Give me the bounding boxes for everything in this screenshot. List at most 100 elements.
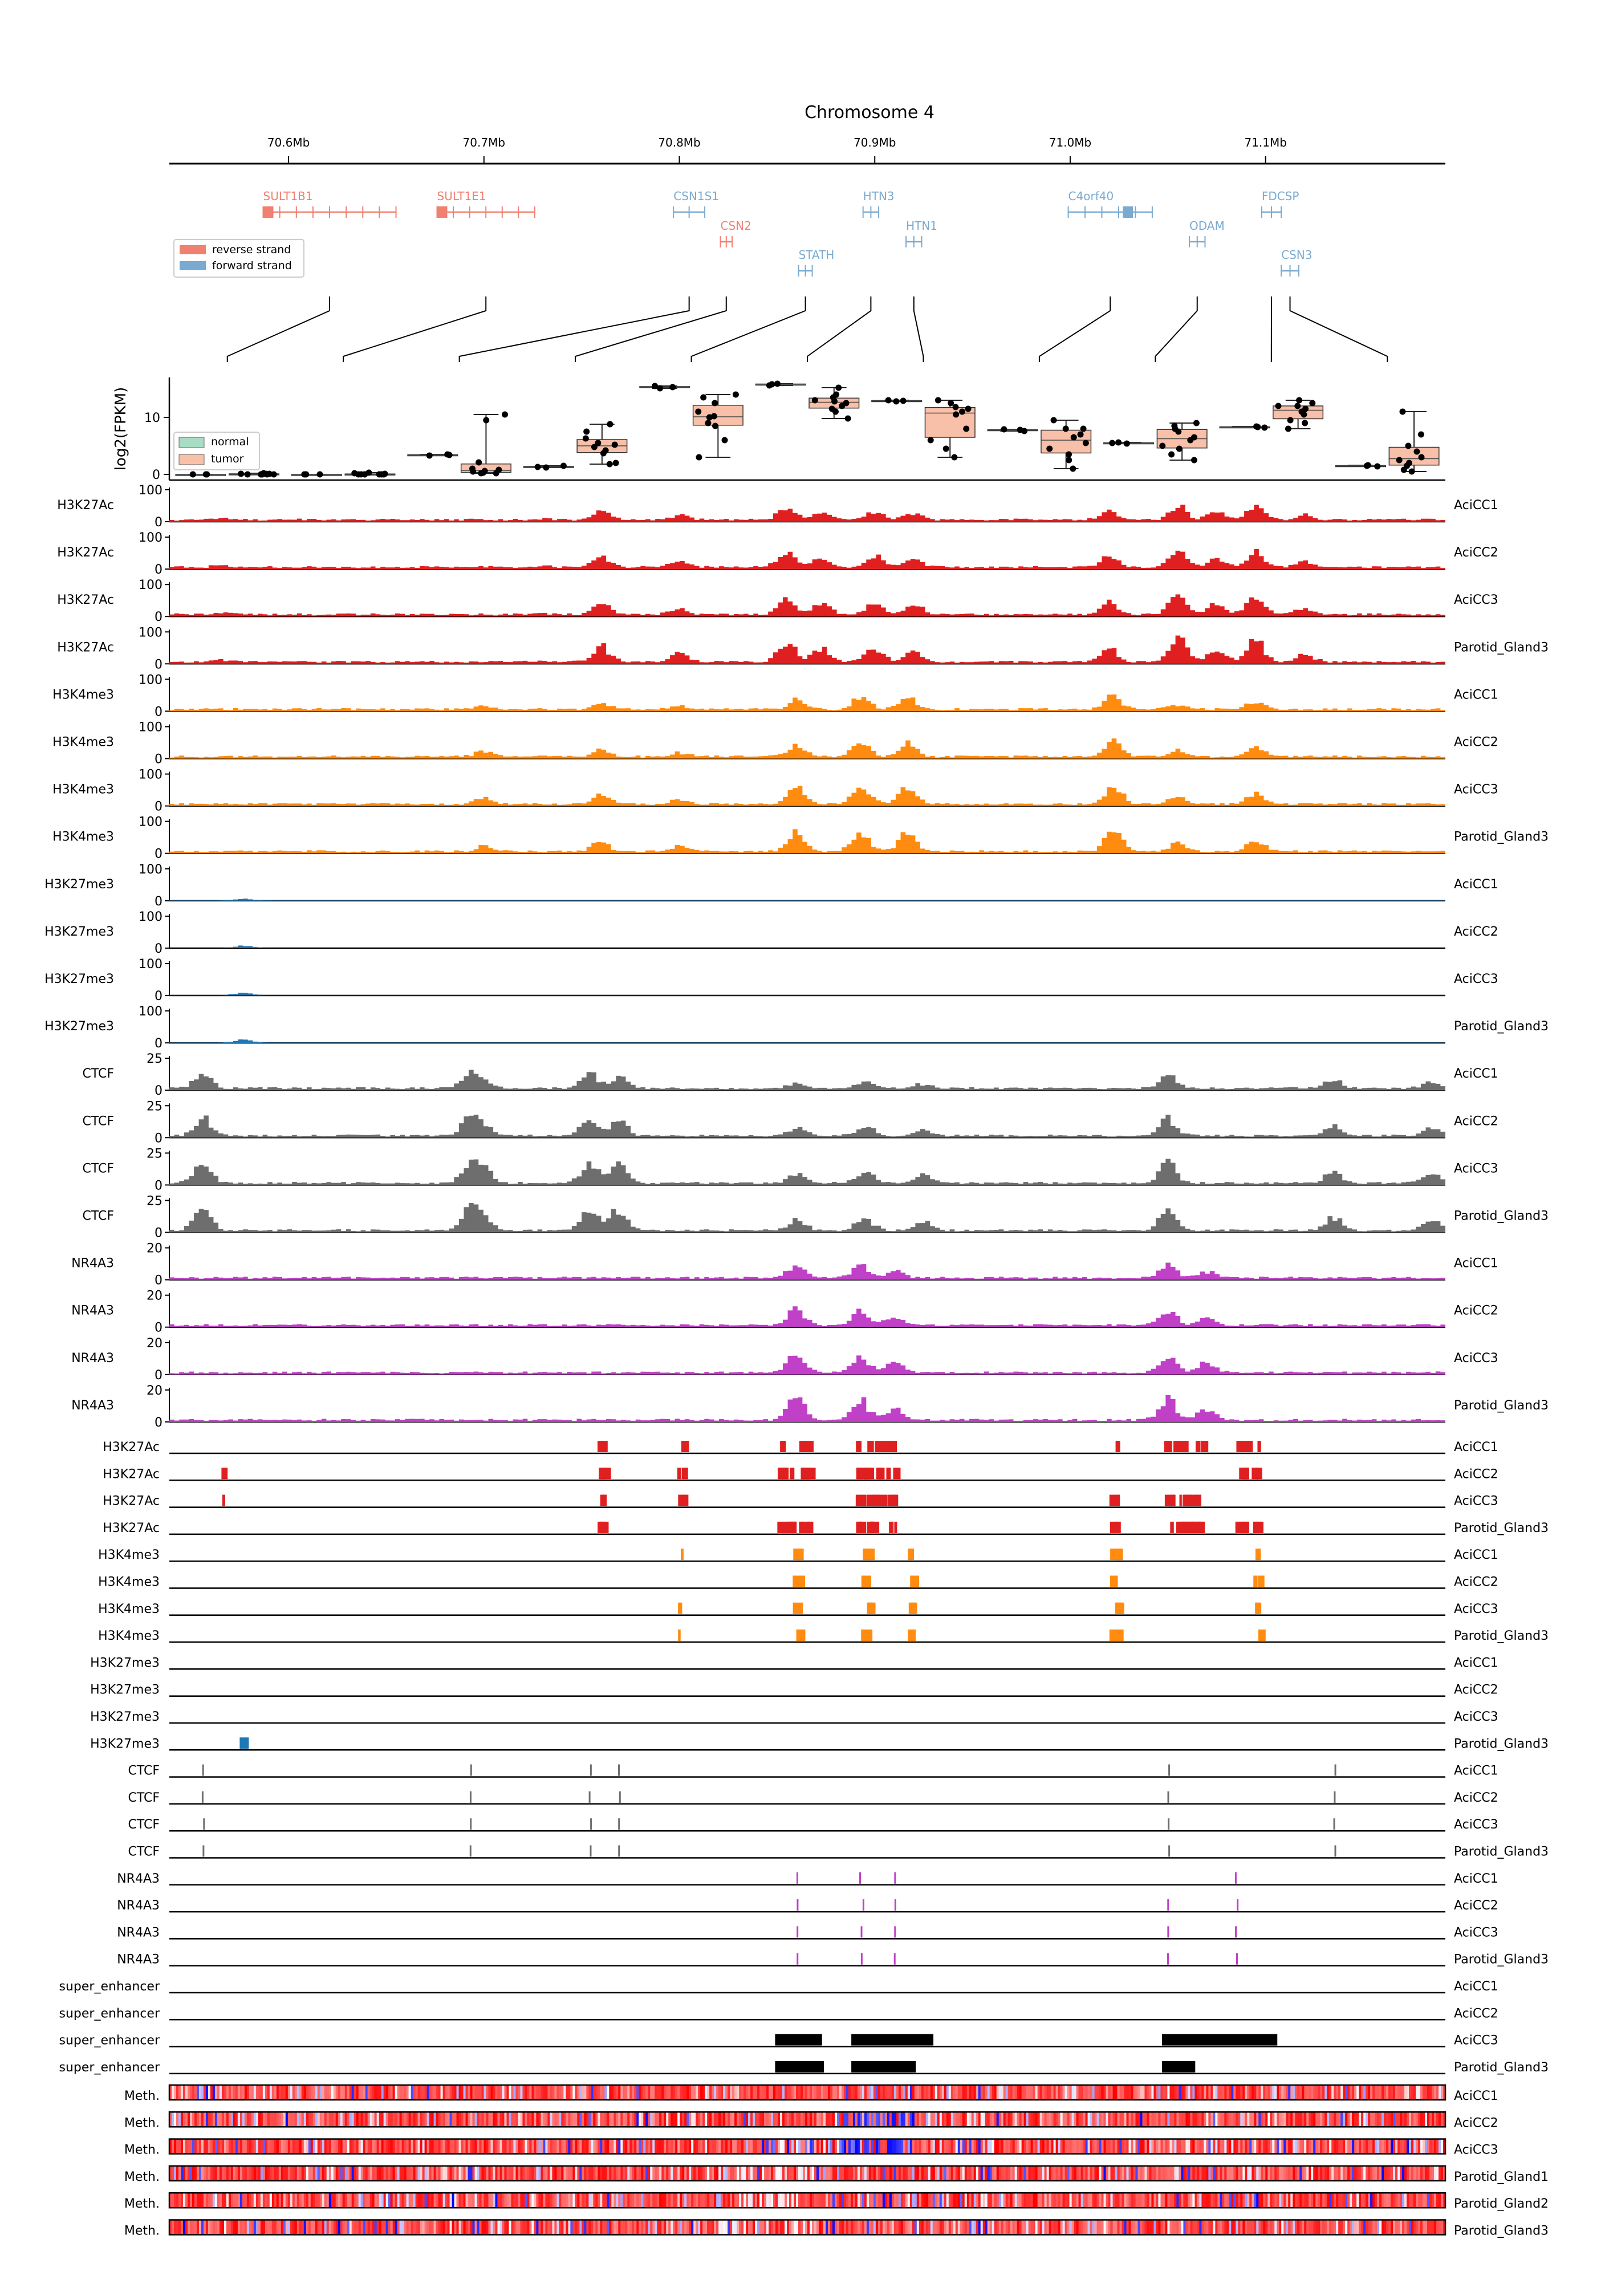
meth-cell <box>1304 2193 1307 2208</box>
meth-cell <box>422 2085 425 2100</box>
meth-cell <box>1019 2085 1022 2100</box>
meth-cell <box>1096 2220 1100 2235</box>
meth-cell <box>866 2112 869 2127</box>
interval-mark <box>894 1872 896 1884</box>
interval-mark <box>871 1521 877 1533</box>
meth-cell <box>1062 2220 1066 2235</box>
meth-cell <box>1190 2165 1193 2181</box>
meth-cell <box>1147 2165 1150 2181</box>
meth-cell <box>862 2112 865 2127</box>
meth-cell <box>750 2085 753 2100</box>
meth-cell <box>582 2112 584 2127</box>
meth-cell <box>1334 2165 1336 2181</box>
meth-cell <box>1135 2165 1139 2181</box>
meth-cell <box>483 2112 487 2127</box>
meth-cell <box>397 2085 400 2100</box>
box-point <box>657 385 664 392</box>
meth-cell <box>859 2220 863 2235</box>
meth-cell <box>716 2112 719 2127</box>
meth-cell <box>296 2193 300 2208</box>
meth-cell <box>778 2193 781 2208</box>
meth-cell <box>338 2193 341 2208</box>
meth-cell <box>791 2220 794 2235</box>
meth-cell <box>426 2112 430 2127</box>
meth-cell <box>1334 2112 1336 2127</box>
meth-cell <box>296 2165 300 2181</box>
meth-cell <box>732 2139 735 2154</box>
meth-cell <box>625 2165 628 2181</box>
meth-cell <box>1254 2220 1257 2235</box>
meth-cell <box>634 2085 637 2100</box>
meth-cell <box>376 2220 380 2235</box>
meth-cell <box>1226 2139 1229 2154</box>
meth-cell <box>1366 2139 1368 2154</box>
meth-cell <box>285 2193 289 2208</box>
meth-cell <box>618 2139 621 2154</box>
meth-cell <box>600 2220 603 2235</box>
interval-track-h3k27me3-acicc2: H3K27me3 AciCC2 <box>90 1683 1498 1697</box>
meth-cell <box>650 2193 653 2208</box>
meth-cell <box>413 2193 416 2208</box>
meth-cell <box>698 2193 701 2208</box>
meth-cell <box>966 2139 970 2154</box>
meth-cell <box>839 2112 842 2127</box>
meth-cell <box>791 2085 794 2100</box>
meth-cell <box>1080 2112 1084 2127</box>
meth-cell <box>511 2165 514 2181</box>
meth-cell <box>572 2139 575 2154</box>
meth-cell <box>176 2193 179 2208</box>
axis-tick-label: 70.7Mb <box>463 136 505 149</box>
meth-cell <box>217 2220 220 2235</box>
meth-cell <box>598 2139 600 2154</box>
meth-cell <box>987 2112 990 2127</box>
meth-cell <box>431 2085 434 2100</box>
meth-cell <box>836 2139 840 2154</box>
meth-cell <box>1236 2139 1238 2154</box>
meth-cell <box>1042 2220 1045 2235</box>
meth-cell <box>1370 2085 1373 2100</box>
meth-cell <box>397 2193 400 2208</box>
meth-cell <box>399 2139 403 2154</box>
meth-cell <box>584 2139 587 2154</box>
meth-cell <box>568 2193 571 2208</box>
super-enhancer-block <box>1162 2061 1196 2073</box>
meth-cell <box>1126 2112 1129 2127</box>
meth-cell <box>208 2112 211 2127</box>
meth-cell <box>773 2220 776 2235</box>
meth-cell <box>955 2220 958 2235</box>
signal-sample-label: AciCC1 <box>1454 1257 1498 1271</box>
meth-cell <box>604 2165 607 2181</box>
meth-cell <box>716 2220 719 2235</box>
meth-cell <box>586 2085 589 2100</box>
meth-cell <box>1122 2220 1125 2235</box>
meth-cell <box>239 2220 243 2235</box>
meth-cell <box>753 2085 755 2100</box>
meth-cell <box>1229 2193 1232 2208</box>
meth-cell <box>1163 2193 1166 2208</box>
meth-cell <box>1030 2165 1034 2181</box>
meth-cell <box>1055 2165 1059 2181</box>
meth-cell <box>294 2085 298 2100</box>
meth-cell <box>1393 2085 1396 2100</box>
meth-cell <box>1060 2220 1063 2235</box>
interval-mark <box>1255 1602 1259 1614</box>
meth-cell <box>1277 2112 1279 2127</box>
meth-cell <box>664 2220 667 2235</box>
box-body <box>1388 446 1440 466</box>
meth-cell <box>1185 2139 1189 2154</box>
meth-cell <box>525 2165 528 2181</box>
meth-cell <box>369 2085 373 2100</box>
meth-cell <box>693 2220 696 2235</box>
meth-cell <box>923 2112 927 2127</box>
meth-cell <box>171 2085 174 2100</box>
signal-track-label: CTCF <box>82 1114 114 1128</box>
meth-cell <box>463 2165 466 2181</box>
meth-cell <box>255 2139 259 2154</box>
meth-cell <box>1425 2220 1428 2235</box>
meth-cell <box>1058 2193 1061 2208</box>
meth-cell <box>937 2193 940 2208</box>
meth-cell <box>705 2085 708 2100</box>
meth-cell <box>483 2139 487 2154</box>
meth-cell <box>1197 2165 1200 2181</box>
meth-cell <box>976 2139 979 2154</box>
